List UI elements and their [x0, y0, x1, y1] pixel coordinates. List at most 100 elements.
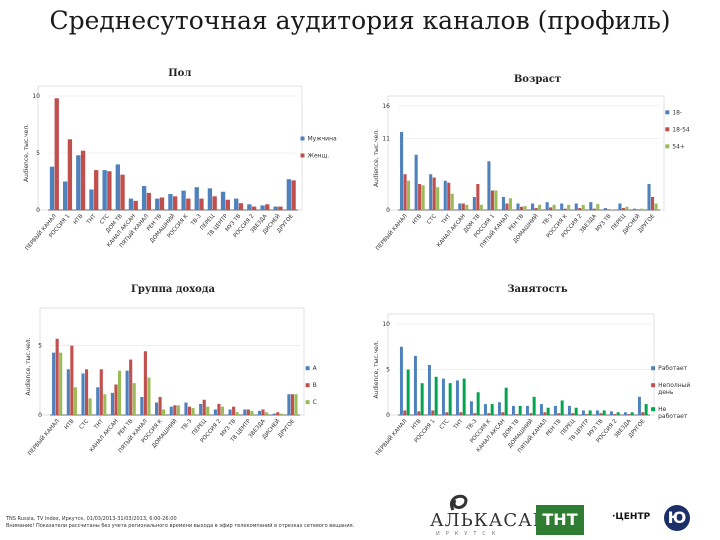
center-logo: ·ЦЕНТР	[612, 512, 651, 522]
bar	[627, 414, 631, 415]
x-tick-label: ТВ-3	[180, 418, 194, 433]
bar	[539, 404, 543, 415]
bar	[448, 383, 452, 415]
bar	[641, 412, 645, 415]
bar	[434, 376, 438, 415]
legend-swatch	[651, 407, 656, 412]
legend-label: Неполный	[658, 382, 690, 389]
bar	[515, 414, 519, 415]
bar	[251, 206, 257, 210]
bar	[508, 198, 513, 210]
bar	[618, 203, 622, 210]
bar	[169, 406, 173, 415]
bar	[250, 410, 254, 415]
bar	[429, 174, 433, 210]
bar	[581, 204, 585, 210]
bar	[52, 352, 56, 415]
bar	[194, 187, 199, 210]
bar	[650, 197, 655, 210]
alkasar-logo-subtitle: ИРКУТСК	[436, 531, 502, 537]
bar	[432, 177, 436, 210]
bar	[441, 378, 445, 415]
bar	[414, 154, 418, 210]
chart-income: Группа дохода Audience, тыс.чел. 0 5 ПЕРВЫЙ …	[25, 284, 318, 457]
bar	[636, 209, 640, 210]
x-tick-label: НТВ	[411, 418, 423, 431]
chart-title: Занятость	[507, 284, 568, 295]
bar	[155, 402, 159, 415]
y-tick-label: 5	[36, 150, 40, 157]
x-tick-label: МУЗ ТВ	[595, 213, 613, 233]
y-tick-label: 5	[386, 367, 390, 374]
x-tick-label: СТС	[426, 213, 438, 225]
bar	[578, 208, 582, 210]
bar	[418, 184, 422, 210]
bar	[120, 174, 125, 210]
x-tick-label: СТС	[79, 418, 91, 430]
bar	[96, 387, 100, 415]
y-tick-label: 11	[382, 136, 390, 143]
bar	[228, 409, 232, 415]
bar	[403, 174, 407, 210]
bar	[644, 404, 648, 415]
bar	[518, 405, 522, 415]
bar	[445, 412, 449, 415]
bar	[246, 409, 250, 415]
bar	[421, 185, 425, 210]
chart-title: Возраст	[514, 74, 561, 85]
bar	[599, 413, 603, 415]
x-tick-label: ТВ-3	[541, 213, 555, 228]
bar	[125, 370, 129, 415]
bar	[406, 369, 410, 415]
bar	[286, 179, 292, 210]
bar	[114, 384, 118, 415]
bar	[110, 392, 115, 415]
bar	[243, 409, 247, 415]
bar	[595, 410, 599, 415]
bar	[490, 190, 494, 210]
bar	[94, 170, 99, 210]
bar	[621, 208, 625, 210]
bar	[294, 394, 298, 415]
bar	[88, 398, 92, 415]
legend-label: В	[313, 382, 317, 389]
bar	[479, 204, 483, 210]
bar	[212, 196, 217, 210]
bar	[162, 409, 166, 415]
bar	[143, 351, 147, 415]
bar	[529, 413, 533, 415]
bar	[133, 200, 138, 210]
bar	[563, 208, 567, 210]
bar	[610, 209, 614, 210]
bar	[155, 198, 160, 210]
x-tick-label: СТС	[439, 418, 451, 430]
bar	[238, 203, 244, 210]
bar	[531, 203, 535, 210]
bar	[549, 207, 553, 210]
bar	[181, 190, 186, 210]
bar	[413, 355, 417, 415]
bar	[173, 196, 178, 210]
bar	[461, 203, 465, 210]
bar	[511, 405, 515, 415]
y-axis-label: Audience, тыс.чел.	[23, 124, 30, 182]
bar	[63, 181, 68, 210]
legend-swatch	[651, 383, 656, 388]
chart-age: Возраст Audience, тыс.чел. 0 11 16 ПЕРВЫЙ КАН…	[373, 74, 690, 252]
x-tick-label: ТНТ	[93, 418, 106, 431]
bar	[589, 202, 593, 210]
bar	[140, 396, 144, 415]
bar	[436, 187, 440, 210]
bar	[67, 139, 73, 210]
bar	[501, 412, 505, 415]
bar	[647, 184, 651, 210]
legend-label: работает	[658, 413, 688, 420]
legend-label: 18-54	[672, 126, 690, 133]
bar	[632, 208, 637, 210]
bar	[272, 413, 276, 415]
bar	[173, 405, 177, 415]
legend-label: 54+	[672, 143, 685, 150]
bar	[55, 338, 59, 415]
x-tick-label: ПЕРВЫЙ КАНАЛ	[27, 418, 61, 457]
